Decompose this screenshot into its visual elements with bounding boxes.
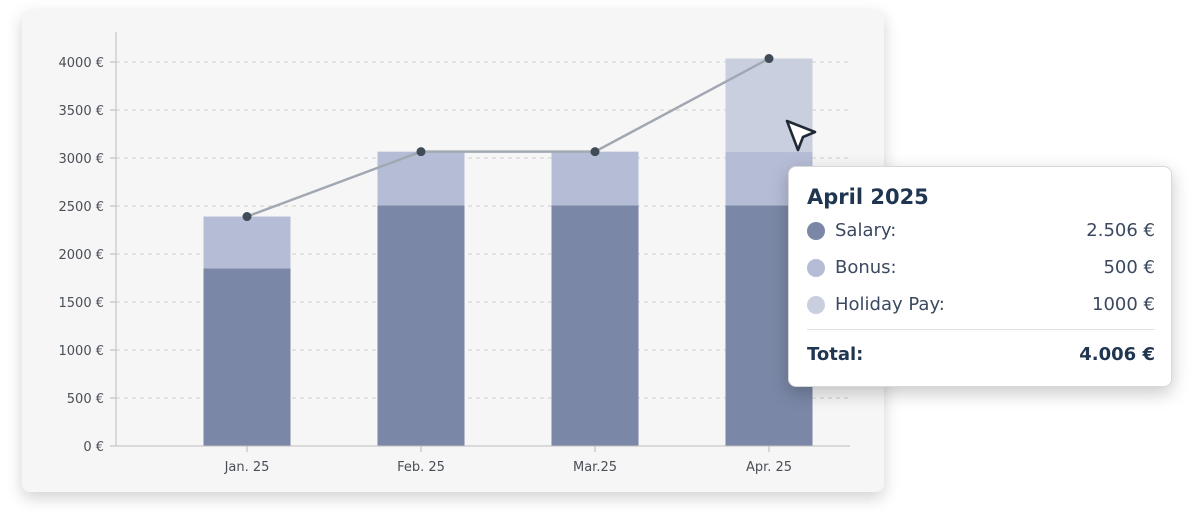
x-tick-label: Apr. 25 bbox=[746, 460, 792, 475]
stacked-bar-chart: 0 € 500 € 1000 € 1500 € 2000 € 2500 € 3000 € 35… bbox=[59, 32, 850, 475]
bars bbox=[203, 58, 813, 446]
x-tick-label: Feb. 25 bbox=[397, 460, 445, 475]
tooltip-row-bonus: Bonus: 500 € bbox=[807, 249, 1155, 286]
bar-salary bbox=[203, 268, 291, 446]
legend-dot-bonus bbox=[807, 258, 825, 277]
tooltip-total-value: 4.006 € bbox=[1079, 343, 1155, 365]
y-tick-label: 2000 € bbox=[59, 248, 105, 263]
y-tick-label: 2500 € bbox=[59, 200, 105, 215]
tooltip-row-label: Bonus: bbox=[835, 257, 897, 278]
total-line-point bbox=[590, 147, 600, 157]
total-line bbox=[242, 54, 774, 222]
legend-dot-holiday-pay bbox=[807, 295, 825, 314]
total-line-point bbox=[242, 212, 252, 222]
total-line-point bbox=[416, 147, 426, 157]
bar-bonus bbox=[551, 151, 639, 206]
tooltip-row-salary: Salary: 2.506 € bbox=[807, 212, 1155, 249]
bar-bonus bbox=[377, 151, 465, 206]
x-tick-label: Mar.25 bbox=[573, 460, 617, 475]
total-line-path bbox=[246, 57, 770, 218]
tooltip-title: April 2025 bbox=[807, 185, 929, 209]
tooltip-row-holiday-pay: Holiday Pay: 1000 € bbox=[807, 286, 1155, 323]
tooltip-row-value: 1000 € bbox=[1092, 294, 1155, 315]
tooltip-row-value: 500 € bbox=[1103, 257, 1155, 278]
x-tick-label: Jan. 25 bbox=[224, 460, 270, 475]
axes: 0 € 500 € 1000 € 1500 € 2000 € 2500 € 3000 € 35… bbox=[59, 32, 850, 475]
y-tick-label: 0 € bbox=[83, 440, 104, 455]
total-line-point bbox=[764, 54, 774, 64]
y-tick-label: 3500 € bbox=[59, 104, 105, 119]
bar-salary bbox=[377, 205, 465, 446]
tooltip-row-value: 2.506 € bbox=[1086, 220, 1155, 241]
y-tick-label: 4000 € bbox=[59, 56, 105, 71]
bar-salary bbox=[551, 205, 639, 446]
tooltip-row-label: Salary: bbox=[835, 220, 897, 241]
chart-card: 0 € 500 € 1000 € 1500 € 2000 € 2500 € 3000 € 35… bbox=[22, 10, 884, 492]
tooltip-row-label: Holiday Pay: bbox=[835, 294, 945, 315]
tooltip-divider bbox=[807, 329, 1155, 330]
y-tick-label: 1500 € bbox=[59, 296, 105, 311]
chart-tooltip: April 2025 Salary: 2.506 € Bonus: 500 € … bbox=[788, 166, 1172, 387]
legend-dot-salary bbox=[807, 221, 825, 240]
y-tick-label: 3000 € bbox=[59, 152, 105, 167]
tooltip-total-row: Total: 4.006 € bbox=[807, 330, 1155, 378]
mouse-pointer-icon bbox=[785, 119, 817, 152]
y-tick-label: 1000 € bbox=[59, 344, 105, 359]
y-tick-label: 500 € bbox=[67, 392, 104, 407]
bar-bonus bbox=[203, 216, 291, 269]
tooltip-total-label: Total: bbox=[807, 343, 864, 365]
